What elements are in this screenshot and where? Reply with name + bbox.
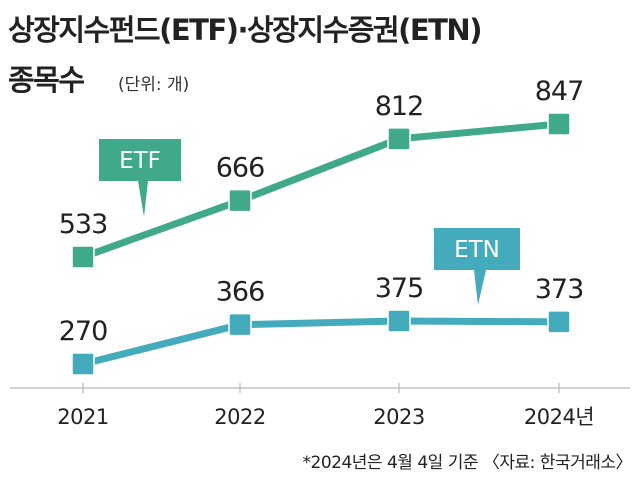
data-point-etn xyxy=(71,352,95,376)
data-point-etn xyxy=(547,310,571,334)
callout-box-etn xyxy=(434,228,520,270)
data-point-etf xyxy=(71,245,95,269)
series-label-etf: ETF xyxy=(119,148,161,174)
chart-footnote: *2024년은 4월 4일 기준 〈자료: 한국거래소〉 xyxy=(303,453,632,473)
chart-title-line1: 상장지수펀드(ETF)·상장지수증권(ETN) xyxy=(8,13,481,47)
chart-title-line2: 종목수 xyxy=(8,63,84,97)
callout-box-etf xyxy=(99,139,181,181)
data-label-etf: 847 xyxy=(535,76,584,107)
callout-pointer-etf xyxy=(138,181,148,217)
chart-unit: (단위: 개) xyxy=(118,75,189,95)
data-point-etf xyxy=(547,112,571,136)
data-point-etf xyxy=(228,188,252,213)
data-label-etf: 666 xyxy=(216,153,265,184)
series-line-etn xyxy=(82,317,560,368)
x-tick-label: 2021 xyxy=(57,405,108,429)
data-label-etn: 373 xyxy=(535,274,584,305)
x-tick-label: 2023 xyxy=(373,405,424,429)
plot-area: 2021 2022 2023 2024년 533 666 812 847 270 366 375 37… xyxy=(10,76,630,429)
data-label-etn: 270 xyxy=(59,316,108,347)
x-tick-label: 2024년 xyxy=(524,405,594,429)
data-label-etf: 533 xyxy=(59,209,108,240)
data-label-etf: 812 xyxy=(375,91,424,122)
data-label-etn: 375 xyxy=(375,273,424,304)
callout-pointer-etn xyxy=(474,270,486,305)
series-label-etn: ETN xyxy=(454,237,500,263)
data-point-etf xyxy=(387,127,411,151)
data-point-etn xyxy=(228,312,252,337)
series-line-etf xyxy=(81,120,560,261)
data-label-etn: 366 xyxy=(216,277,265,308)
data-point-etn xyxy=(387,309,411,333)
x-tick-label: 2022 xyxy=(214,405,265,429)
